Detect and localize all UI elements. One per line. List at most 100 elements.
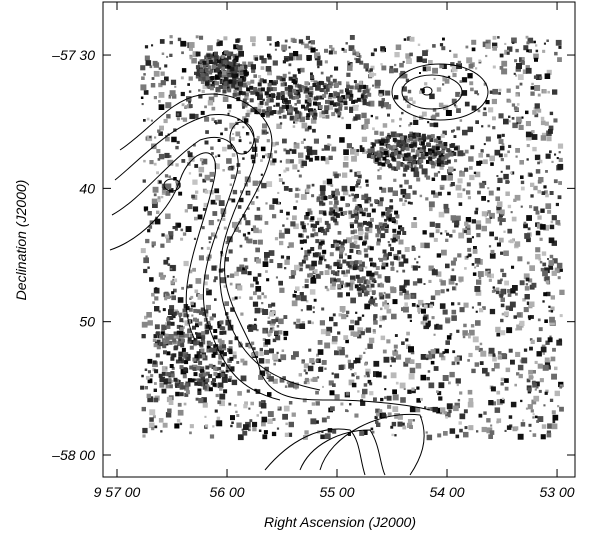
pixel [364,199,369,204]
pixel [343,149,349,155]
pixel [312,228,316,232]
pixel [278,174,281,177]
pixel [157,198,161,203]
pixel [442,76,448,82]
x-tick-label: 54 00 [429,484,464,500]
pixel [475,67,478,70]
pixel [515,85,520,89]
pixel [332,336,338,342]
pixel [235,131,241,137]
pixel [321,360,327,365]
pixel [219,85,223,89]
pixel [442,309,448,315]
pixel [465,226,471,232]
pixel [432,44,436,48]
pixel [193,341,198,346]
pixel [468,335,471,339]
pixel [269,43,272,46]
pixel [471,39,477,45]
pixel [530,182,535,187]
pixel [182,117,188,122]
pixel [193,308,198,313]
pixel [446,288,450,292]
pixel [234,404,237,407]
pixel [467,224,471,228]
pixel [284,432,290,437]
pixel [332,313,336,317]
pixel [329,143,332,146]
pixel [225,369,229,373]
y-tick-label: –57 30 [51,47,95,63]
pixel [333,322,338,327]
contour [114,113,321,391]
pixel [507,289,511,293]
pixel [174,333,180,339]
pixel [220,57,225,62]
pixel [430,115,436,121]
pixel [166,351,171,356]
pixel [431,316,435,320]
pixel [406,331,410,336]
pixel [458,421,462,425]
pixel [141,76,145,80]
pixel [220,208,227,214]
pixel [325,160,330,165]
pixel [463,409,468,414]
pixel [349,279,355,285]
pixel [383,356,390,363]
pixel [214,81,219,86]
pixel [489,212,495,219]
pixel [296,54,303,61]
pixel [524,294,530,300]
pixel [229,356,234,361]
pixel [516,324,523,331]
pixel [188,90,192,93]
pixel [244,236,249,241]
pixel [409,131,413,136]
pixel [417,43,421,46]
pixel [306,145,310,149]
pixel [330,270,335,275]
pixel [198,360,203,365]
pixel [339,263,343,268]
pixel [187,378,192,383]
pixel [520,175,524,179]
pixel [477,190,481,195]
pixel [503,230,506,233]
pixel [372,330,376,334]
pixel [189,334,194,338]
pixel [364,362,368,366]
pixel [355,311,358,314]
pixel [275,316,279,320]
pixel [259,308,264,313]
pixel [300,295,307,302]
pixel [374,199,379,204]
pixel [431,164,436,169]
pixel [331,193,336,198]
pixel [257,108,262,113]
pixel [195,190,199,194]
pixel [262,98,265,102]
pixel [548,265,553,270]
pixel [349,282,354,287]
pixel [266,109,271,113]
pixel [440,289,445,294]
pixel [508,348,513,353]
pixel [389,65,394,70]
pixel [202,402,208,408]
pixel [250,401,254,406]
pixel [275,276,278,279]
pixel [445,153,450,158]
pixel [226,52,231,57]
pixel [227,88,232,93]
pixel [289,159,294,164]
pixel [479,361,484,365]
pixel [312,311,315,314]
pixel [401,422,405,426]
pixel [530,409,534,413]
pixel [257,87,262,92]
pixel [459,80,463,83]
pixel [489,155,495,162]
pixel [497,216,503,222]
pixel [152,338,157,342]
